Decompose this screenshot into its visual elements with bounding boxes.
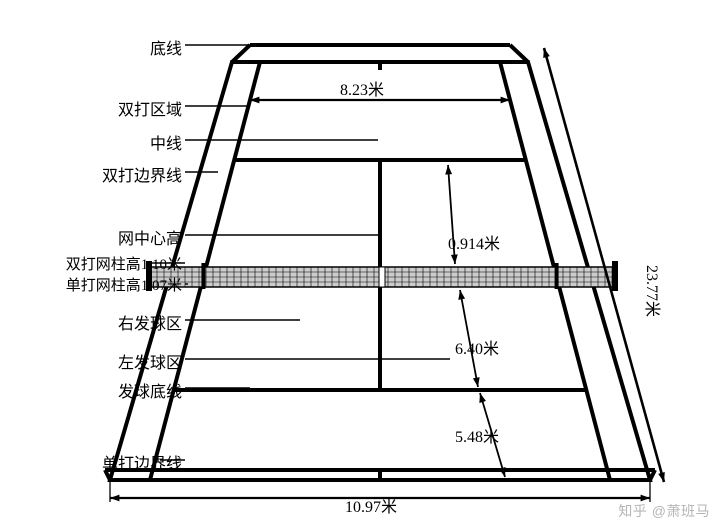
label-net_center: 网中心高 xyxy=(118,225,182,249)
dim-length: 23.77米 xyxy=(642,265,666,317)
dim-service_depth: 6.40米 xyxy=(455,335,499,359)
dim-width_bottom: 10.97米 xyxy=(345,493,397,517)
label-baseline: 底线 xyxy=(150,35,182,59)
label-singles_post: 单打网柱高1.07米 xyxy=(66,274,182,295)
label-center_line: 中线 xyxy=(150,130,182,154)
dim-width_top: 8.23米 xyxy=(340,76,384,100)
watermark: 知乎 @萧班马 xyxy=(618,501,710,521)
dim-back_depth: 5.48米 xyxy=(455,423,499,447)
label-right_service: 右发球区 xyxy=(118,310,182,334)
label-singles_sideline: 单打边界线 xyxy=(102,450,182,474)
label-doubles_sideline: 双打边界线 xyxy=(102,162,182,186)
label-doubles_area: 双打区域 xyxy=(118,96,182,120)
label-service_baseline: 发球底线 xyxy=(118,378,182,402)
label-left_service: 左发球区 xyxy=(118,349,182,373)
dim-net_height_m: 0.914米 xyxy=(448,230,500,254)
label-doubles_post: 双打网柱高1.10米 xyxy=(66,253,182,274)
